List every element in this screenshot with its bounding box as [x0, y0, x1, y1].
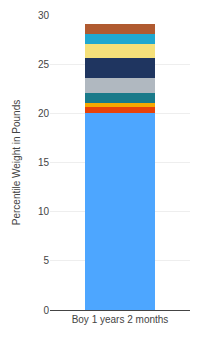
svg-text:20: 20 — [38, 108, 50, 119]
svg-text:5: 5 — [43, 255, 49, 266]
svg-text:Boy 1 years 2 months: Boy 1 years 2 months — [72, 314, 169, 325]
svg-text:25: 25 — [38, 59, 50, 70]
svg-text:10: 10 — [38, 206, 50, 217]
svg-text:Percentile Weight in Pounds: Percentile Weight in Pounds — [11, 100, 22, 225]
svg-text:30: 30 — [38, 10, 50, 21]
svg-text:15: 15 — [38, 157, 50, 168]
svg-text:0: 0 — [43, 305, 49, 316]
